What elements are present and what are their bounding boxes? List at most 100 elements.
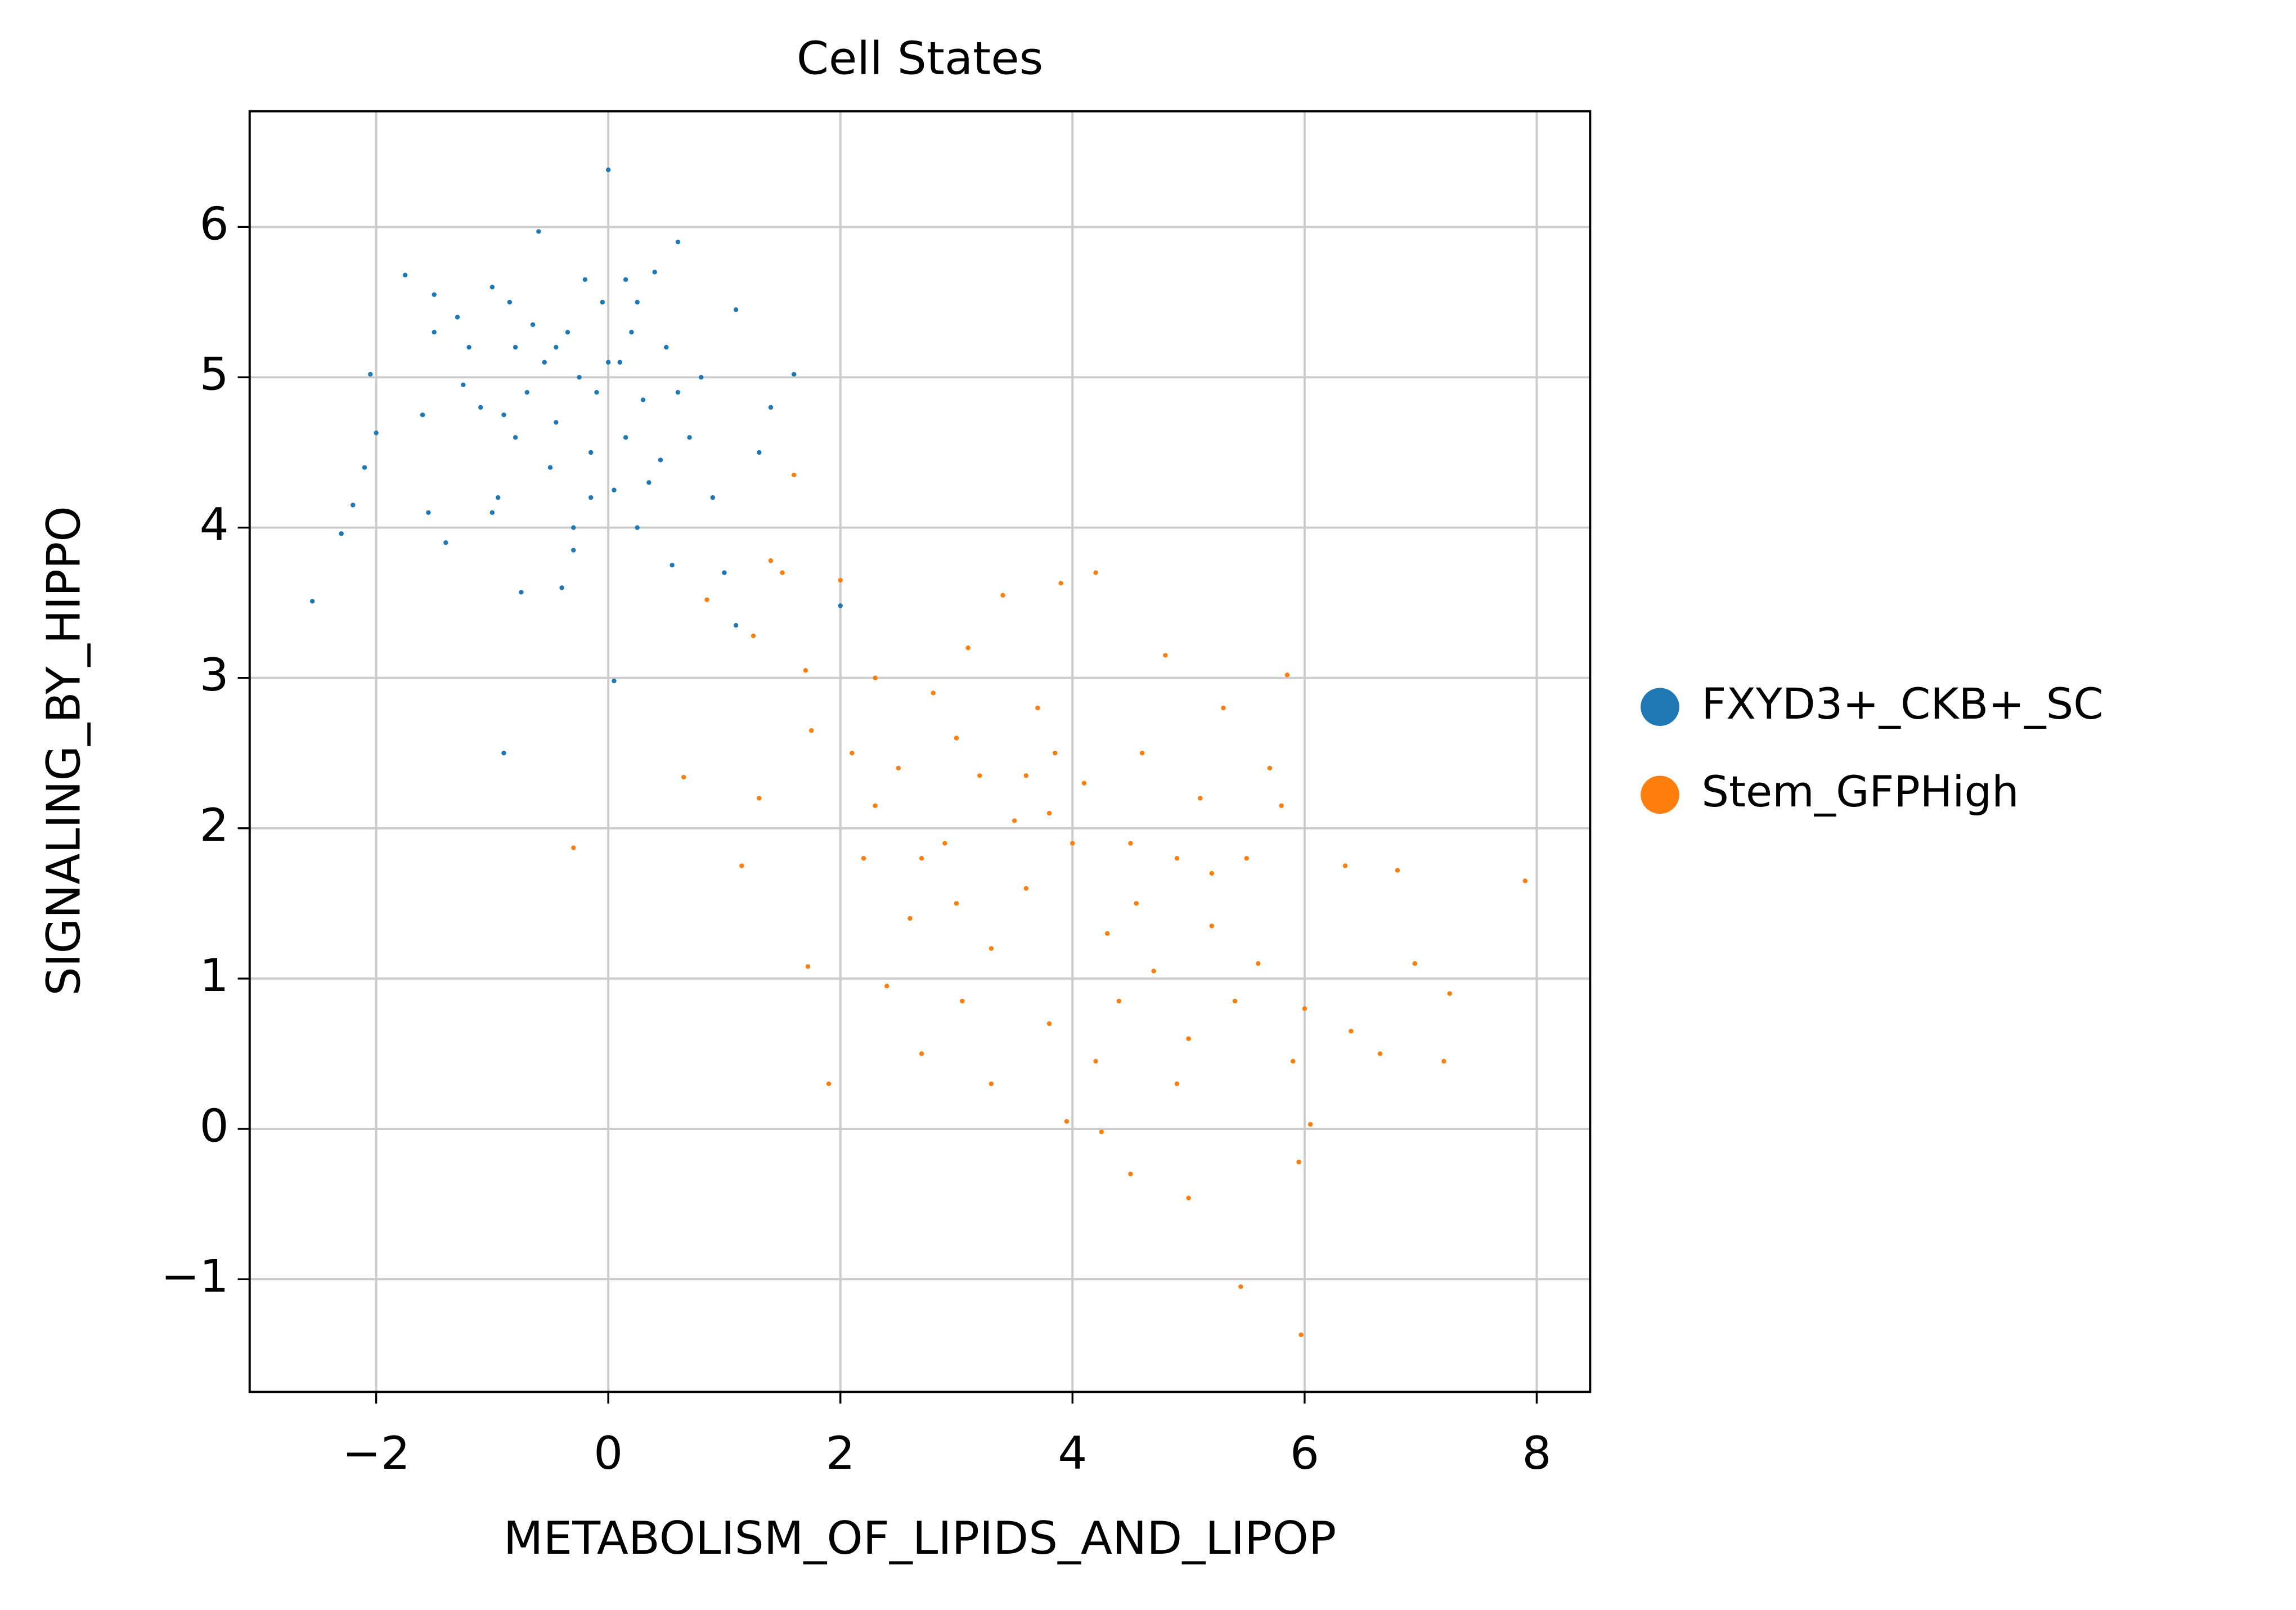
- point: [1000, 593, 1005, 598]
- point: [838, 577, 843, 583]
- point: [1058, 581, 1063, 586]
- point: [1412, 961, 1418, 966]
- point: [577, 375, 582, 380]
- y-tick-label: 3: [200, 649, 229, 702]
- point: [768, 405, 774, 410]
- point: [960, 998, 965, 1004]
- point: [600, 299, 605, 305]
- point: [757, 796, 762, 801]
- legend-label: Stem_GFPHigh: [1701, 767, 2019, 817]
- point: [646, 480, 651, 485]
- point: [1151, 968, 1156, 974]
- point: [1342, 863, 1348, 868]
- point: [1023, 773, 1029, 778]
- point: [907, 916, 913, 921]
- point: [426, 510, 431, 515]
- point: [1279, 803, 1284, 808]
- point: [640, 397, 646, 402]
- point: [612, 678, 617, 684]
- point: [1244, 856, 1249, 861]
- point: [351, 503, 356, 508]
- point: [1128, 841, 1133, 846]
- x-tick-label: −2: [342, 1428, 410, 1480]
- point: [652, 270, 657, 275]
- y-tick-label: 4: [200, 499, 229, 551]
- point: [780, 570, 785, 575]
- point: [530, 322, 536, 328]
- point: [1447, 991, 1452, 996]
- point: [861, 856, 866, 861]
- point: [554, 420, 559, 425]
- point: [513, 435, 518, 440]
- point: [571, 845, 576, 850]
- point: [954, 901, 959, 906]
- point: [1522, 878, 1528, 884]
- point: [1296, 1159, 1301, 1164]
- point: [1099, 1129, 1104, 1134]
- point: [733, 623, 739, 628]
- point: [826, 1081, 832, 1087]
- point: [461, 382, 466, 387]
- point: [309, 599, 315, 604]
- point: [1070, 841, 1075, 846]
- point: [896, 765, 901, 771]
- point: [594, 390, 599, 395]
- point: [1291, 1059, 1296, 1064]
- point: [489, 285, 495, 290]
- point: [805, 964, 811, 969]
- point: [675, 239, 681, 245]
- point: [1093, 1059, 1098, 1064]
- point: [1163, 653, 1168, 658]
- point: [808, 728, 814, 733]
- point: [571, 548, 576, 553]
- point: [989, 1081, 994, 1087]
- point: [965, 645, 970, 651]
- point: [402, 272, 408, 277]
- point: [942, 841, 947, 846]
- point: [1116, 998, 1122, 1004]
- point: [791, 371, 797, 377]
- point: [1093, 570, 1098, 575]
- point: [1174, 856, 1180, 861]
- point: [507, 299, 513, 305]
- point: [989, 946, 994, 951]
- point: [757, 450, 762, 455]
- point: [495, 495, 501, 500]
- y-tick-label: 2: [200, 800, 229, 852]
- x-tick-label: 8: [1522, 1428, 1551, 1480]
- point: [791, 472, 797, 478]
- point: [1197, 796, 1203, 801]
- point: [1023, 886, 1029, 891]
- point: [1284, 672, 1290, 678]
- point: [635, 299, 640, 305]
- point: [466, 344, 471, 350]
- y-tick-label: 0: [200, 1100, 229, 1152]
- point: [1377, 1051, 1383, 1056]
- point: [1267, 765, 1273, 771]
- point: [1064, 1119, 1070, 1124]
- point: [1441, 1059, 1446, 1064]
- point: [455, 315, 460, 320]
- point: [1238, 1284, 1243, 1289]
- point: [612, 487, 617, 492]
- point: [1209, 923, 1215, 929]
- point: [536, 229, 541, 234]
- point: [733, 307, 739, 312]
- point: [1349, 1029, 1354, 1034]
- point: [524, 390, 530, 395]
- point: [704, 597, 709, 602]
- point: [873, 803, 878, 808]
- point: [635, 525, 640, 530]
- point: [687, 435, 692, 440]
- point: [1302, 1006, 1307, 1011]
- point: [850, 751, 855, 756]
- x-tick-label: 6: [1290, 1428, 1319, 1480]
- point: [362, 465, 367, 470]
- point: [675, 390, 681, 395]
- point: [478, 405, 483, 410]
- point: [954, 736, 959, 741]
- point: [582, 277, 588, 282]
- point: [420, 412, 425, 418]
- point: [489, 510, 495, 515]
